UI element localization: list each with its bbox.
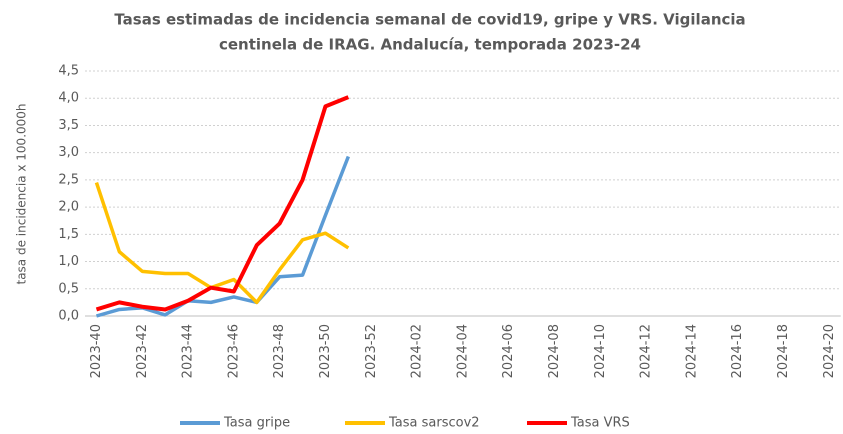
- y-tick-label: 4,0: [58, 91, 79, 106]
- legend-label: Tasa sarscov2: [388, 416, 480, 431]
- x-tick-label: 2024-08: [547, 324, 562, 378]
- x-tick-label: 2024-10: [593, 324, 608, 378]
- y-tick-label: 0,5: [58, 281, 79, 296]
- chart-title: centinela de IRAG. Andalucía, temporada …: [219, 36, 641, 54]
- x-tick-label: 2024-20: [822, 324, 837, 378]
- x-tick-label: 2023-52: [364, 324, 379, 378]
- line: [95, 95, 350, 312]
- x-tick-label: 2023-42: [135, 324, 150, 378]
- y-tick-label: 1,0: [58, 254, 79, 269]
- y-tick-label: 2,0: [58, 200, 79, 215]
- y-axis-label: tasa de incidencia x 100.000h: [15, 103, 29, 284]
- x-tick-label: 2024-06: [501, 324, 516, 378]
- chart-title: Tasas estimadas de incidencia semanal de…: [114, 11, 745, 29]
- legend-label: Tasa gripe: [223, 416, 290, 431]
- legend-label: Tasa VRS: [570, 416, 630, 431]
- y-tick-label: 2,5: [58, 172, 79, 187]
- x-tick-label: 2023-50: [318, 324, 333, 378]
- x-tick-label: 2023-48: [272, 324, 287, 378]
- y-tick-label: 3,5: [58, 118, 79, 133]
- line: [94, 182, 350, 305]
- x-tick-label: 2023-46: [226, 324, 241, 378]
- x-tick-label: 2024-12: [639, 324, 654, 378]
- x-tick-label: 2024-02: [410, 324, 425, 378]
- y-tick-label: 3,0: [58, 145, 79, 160]
- y-tick-label: 4,5: [58, 64, 79, 79]
- x-tick-label: 2024-14: [684, 324, 699, 378]
- x-tick-label: 2024-18: [776, 324, 791, 378]
- y-tick-label: 1,5: [58, 227, 79, 242]
- x-tick-label: 2023-44: [181, 324, 196, 378]
- x-tick-label: 2024-16: [730, 324, 745, 378]
- y-tick-label: 0,0: [58, 309, 79, 324]
- line: [95, 155, 350, 318]
- x-tick-label: 2023-40: [89, 324, 104, 378]
- x-tick-label: 2024-04: [455, 324, 470, 378]
